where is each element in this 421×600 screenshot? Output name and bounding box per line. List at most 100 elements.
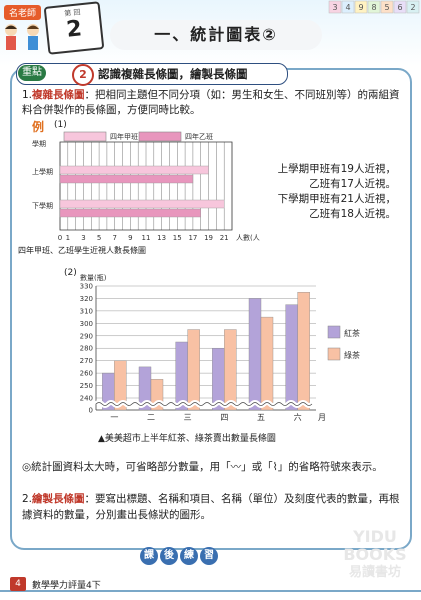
chart2-y-tick-label: 280	[80, 345, 93, 353]
chart2-x-tick-label: 五	[257, 413, 265, 422]
book-title: 數學學力評量4下	[32, 581, 101, 591]
chart2-bar	[297, 292, 310, 411]
chart2-y-tick-label: 270	[80, 357, 93, 365]
section2-paragraph: 2.繪製長條圖：要寫出標題、名稱和項目、名稱（單位）及刻度代表的數量，再根據資料…	[22, 491, 402, 523]
kids-illustration	[5, 24, 39, 50]
chart2-bar	[285, 304, 298, 411]
number-block-label: 2	[410, 3, 415, 12]
section2-term: 繪製長條圖	[32, 493, 85, 505]
watermark: YIDU BOOKS 易讀書坊	[330, 527, 420, 581]
chart2-legend-label: 綠茶	[344, 350, 360, 360]
practice-banner: 課後練習	[140, 543, 280, 565]
chart1-x-tick-label: 9	[128, 234, 132, 242]
number-block-label: 4	[345, 3, 350, 12]
chart1-x-tick-label: 7	[112, 234, 116, 242]
number-block-label: 9	[358, 3, 363, 12]
annotation-line: 乙班有18人近視。	[309, 208, 396, 220]
chart2-y-tick-label: 290	[80, 332, 93, 340]
chart2-vertical-bar-chart: 數量(瓶)330 320 310 300 290 280 270 260 250 240 0 一 二 三 四…	[80, 273, 360, 422]
section1-text: ：把相同主題但不同分項（如：男生和女生、不同班別等）的兩組資料合併製作的長條圖，…	[22, 89, 400, 116]
number-block-label: 5	[384, 3, 389, 12]
section1-term: 複雜長條圖	[32, 89, 85, 101]
section2-marker: 2.	[22, 493, 33, 505]
chart2-legend-label: 紅茶	[344, 328, 360, 338]
section2-text: ：要寫出標題、名稱和項目、名稱（單位）及刻度代表的數量，再根據資料的數量，分別畫…	[22, 493, 400, 521]
chart1-plot-frame	[59, 141, 233, 231]
chart2-bar	[175, 341, 188, 411]
chart2-x-tick-label: 三	[184, 413, 192, 422]
number-block	[341, 0, 355, 14]
teacher-tag: 名老師	[4, 5, 42, 20]
chart1-row-label: 上學期	[32, 167, 53, 176]
chart2-bar	[260, 316, 274, 411]
chart2-y-tick-label: 310	[80, 307, 93, 315]
chart1-x-unit: 人數(人)	[236, 233, 260, 242]
practice-char: 後	[160, 547, 178, 565]
chart1-x-tick-label: 3	[81, 234, 85, 242]
chart2-legend-swatch	[327, 325, 341, 339]
page-title: 一、統計圖表②	[110, 20, 322, 50]
chart1-caption: 四年甲班、乙班學生近視人數長條圖	[18, 246, 146, 255]
number-block	[367, 0, 381, 14]
annotation-line: 上學期甲班有19人近視，	[277, 163, 396, 175]
chart2-x-unit: 月	[318, 413, 326, 422]
chart1-x-tick-label: 13	[157, 234, 166, 242]
watermark-line: 易讀書坊	[348, 565, 401, 580]
chart1-x-tick-label: 5	[97, 234, 101, 242]
chart2-y-tick-label: 250	[80, 382, 93, 390]
chart1-x-tick-label: 11	[142, 234, 151, 242]
chart1-y-axis-label: 學期	[32, 139, 46, 148]
chart2-bar	[248, 298, 262, 411]
chart2-x-tick-label: 六	[294, 412, 302, 422]
footer-bar	[0, 590, 421, 592]
chart1-x-tick-label: 0	[58, 234, 62, 242]
chart2-bar	[224, 329, 237, 411]
chart2-bar	[187, 329, 200, 411]
chart1-row-label: 下學期	[32, 201, 53, 210]
chart1-bar	[59, 165, 209, 175]
example-label: 例	[32, 120, 45, 134]
watermark-line: YIDU	[353, 527, 397, 546]
number-block	[380, 0, 394, 14]
chart2-index: (2)	[64, 268, 77, 278]
chart2-y-tick-label: 0	[89, 407, 93, 415]
annotation-line: 下學期甲班有21人近視，	[277, 193, 396, 205]
chart2-y-tick-label: 260	[80, 370, 93, 378]
number-block-label: 6	[397, 3, 402, 12]
number-block	[354, 0, 368, 14]
chart2-axis-break	[95, 402, 313, 406]
page-number: 4	[10, 577, 26, 591]
chart2-legend-swatch	[327, 347, 341, 361]
example-index: (1)	[54, 120, 67, 130]
number-block-label: 8	[371, 3, 376, 12]
section1-marker: 1.	[22, 89, 33, 101]
chart2-y-tick-label: 330	[80, 283, 93, 291]
chart1-legend-swatch	[138, 131, 182, 142]
lesson-card: 第 回 2	[43, 1, 105, 55]
note-paragraph: ◎統計圖資料太大時，可省略部分數量，用「〰」或「⌇」的省略符號來表示。	[22, 461, 383, 473]
chart2-bar	[114, 360, 127, 411]
chart2-x-tick-label: 四	[220, 413, 228, 422]
watermark-line: BOOKS	[343, 545, 407, 564]
number-block	[328, 0, 342, 14]
practice-char: 練	[180, 547, 198, 565]
chart1-x-tick-label: 15	[173, 234, 182, 242]
chart1-x-tick-label: 17	[188, 234, 197, 242]
number-block	[393, 0, 407, 14]
chart1-annotations: 上學期甲班有19人近視， 乙班有17人近視。 下學期甲班有21人近視， 乙班有1…	[256, 162, 396, 222]
key-point-label: 重點	[18, 65, 46, 81]
chart2-caption: ▲美美超市上半年紅茶、綠茶賣出數量長條圖	[98, 434, 276, 444]
chart1-legend-swatch	[63, 131, 107, 142]
chart2-x-tick-label: 一	[110, 413, 118, 422]
chart1-x-tick-label: 21	[220, 234, 229, 242]
key-point-number: 2	[72, 64, 94, 86]
chart2-x-tick-label: 二	[147, 413, 155, 422]
lesson-number: 2	[65, 16, 84, 43]
chart1-legend-label: 四年甲班	[110, 132, 138, 141]
chart1-x-tick-label: 1	[66, 234, 70, 242]
chart1-bar	[59, 199, 225, 209]
chart1-bar	[59, 174, 194, 184]
practice-char: 課	[140, 547, 158, 565]
